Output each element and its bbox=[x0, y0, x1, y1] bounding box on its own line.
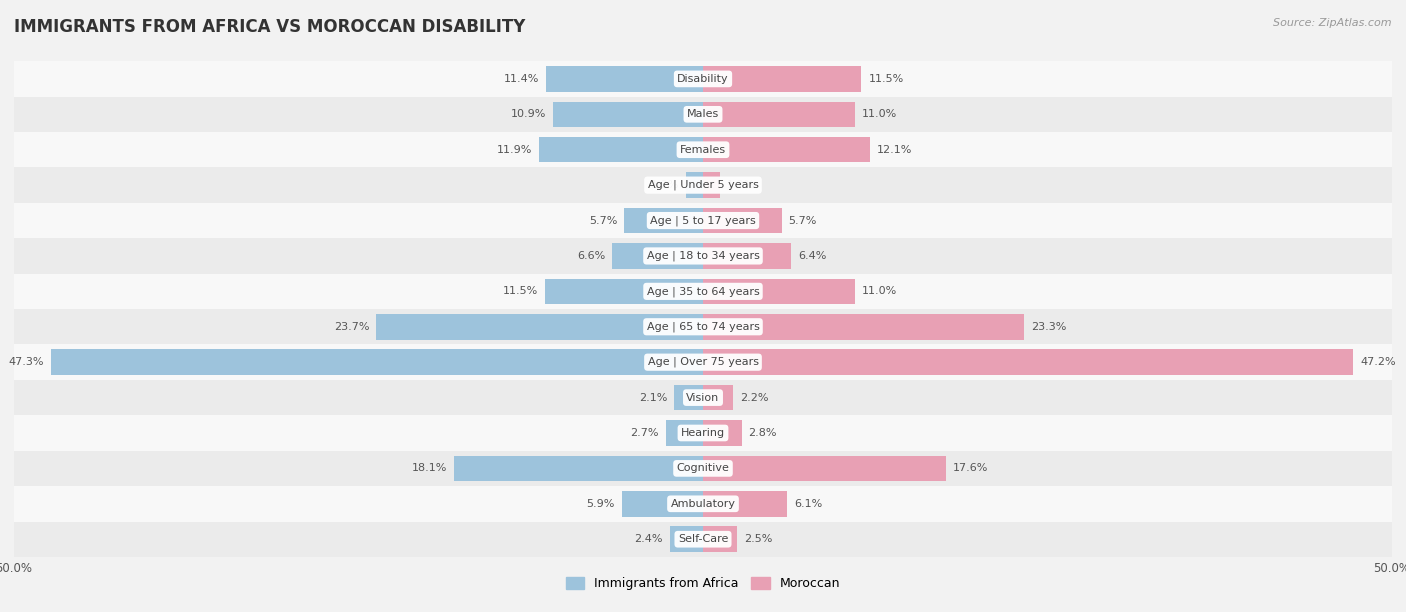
Text: 6.1%: 6.1% bbox=[794, 499, 823, 509]
Text: Age | 18 to 34 years: Age | 18 to 34 years bbox=[647, 251, 759, 261]
Bar bbox=[703, 66, 862, 92]
Text: 11.0%: 11.0% bbox=[862, 286, 897, 296]
Legend: Immigrants from Africa, Moroccan: Immigrants from Africa, Moroccan bbox=[561, 572, 845, 595]
Bar bbox=[703, 102, 855, 127]
Text: 11.0%: 11.0% bbox=[862, 110, 897, 119]
Bar bbox=[14, 380, 1392, 416]
Bar bbox=[51, 349, 703, 375]
Bar bbox=[14, 203, 1392, 238]
Text: 23.3%: 23.3% bbox=[1031, 322, 1066, 332]
Text: Age | 35 to 64 years: Age | 35 to 64 years bbox=[647, 286, 759, 297]
Text: 5.7%: 5.7% bbox=[589, 215, 617, 226]
Bar bbox=[703, 314, 1024, 340]
Bar bbox=[553, 102, 703, 127]
Text: 11.4%: 11.4% bbox=[503, 74, 538, 84]
Bar bbox=[14, 168, 1392, 203]
Bar bbox=[686, 173, 703, 198]
Bar bbox=[666, 420, 703, 446]
Bar bbox=[14, 416, 1392, 450]
Text: 5.7%: 5.7% bbox=[789, 215, 817, 226]
Bar bbox=[377, 314, 703, 340]
Text: 1.2%: 1.2% bbox=[651, 180, 679, 190]
Bar bbox=[14, 486, 1392, 521]
Text: Cognitive: Cognitive bbox=[676, 463, 730, 474]
Bar bbox=[703, 456, 945, 481]
Text: 6.4%: 6.4% bbox=[799, 251, 827, 261]
Text: Age | 5 to 17 years: Age | 5 to 17 years bbox=[650, 215, 756, 226]
Bar bbox=[544, 278, 703, 304]
Bar bbox=[703, 349, 1354, 375]
Bar bbox=[14, 309, 1392, 345]
Bar bbox=[538, 137, 703, 162]
Text: 5.9%: 5.9% bbox=[586, 499, 614, 509]
Bar bbox=[612, 243, 703, 269]
Text: Age | 65 to 74 years: Age | 65 to 74 years bbox=[647, 321, 759, 332]
Text: 1.2%: 1.2% bbox=[727, 180, 755, 190]
Text: 18.1%: 18.1% bbox=[412, 463, 447, 474]
Text: 11.5%: 11.5% bbox=[869, 74, 904, 84]
Bar bbox=[14, 274, 1392, 309]
Bar bbox=[621, 491, 703, 517]
Bar bbox=[14, 345, 1392, 380]
Text: Ambulatory: Ambulatory bbox=[671, 499, 735, 509]
Text: Age | Under 5 years: Age | Under 5 years bbox=[648, 180, 758, 190]
Text: 6.6%: 6.6% bbox=[576, 251, 605, 261]
Bar bbox=[703, 243, 792, 269]
Bar bbox=[669, 526, 703, 552]
Bar bbox=[14, 132, 1392, 168]
Text: 47.2%: 47.2% bbox=[1360, 357, 1396, 367]
Text: 11.9%: 11.9% bbox=[496, 144, 531, 155]
Text: 23.7%: 23.7% bbox=[335, 322, 370, 332]
Bar bbox=[673, 385, 703, 410]
Bar bbox=[703, 385, 734, 410]
Text: 12.1%: 12.1% bbox=[876, 144, 912, 155]
Bar bbox=[14, 450, 1392, 486]
Text: 11.5%: 11.5% bbox=[502, 286, 537, 296]
Bar bbox=[14, 521, 1392, 557]
Text: Females: Females bbox=[681, 144, 725, 155]
Text: Hearing: Hearing bbox=[681, 428, 725, 438]
Text: 2.2%: 2.2% bbox=[740, 392, 769, 403]
Text: 17.6%: 17.6% bbox=[952, 463, 988, 474]
Text: IMMIGRANTS FROM AFRICA VS MOROCCAN DISABILITY: IMMIGRANTS FROM AFRICA VS MOROCCAN DISAB… bbox=[14, 18, 526, 36]
Text: 2.5%: 2.5% bbox=[744, 534, 773, 544]
Bar bbox=[703, 173, 720, 198]
Bar bbox=[703, 420, 741, 446]
Bar bbox=[703, 137, 870, 162]
Bar bbox=[703, 526, 738, 552]
Text: 47.3%: 47.3% bbox=[8, 357, 45, 367]
Bar bbox=[546, 66, 703, 92]
Text: 2.1%: 2.1% bbox=[638, 392, 668, 403]
Bar bbox=[14, 97, 1392, 132]
Bar bbox=[454, 456, 703, 481]
Text: 2.8%: 2.8% bbox=[748, 428, 778, 438]
Text: Males: Males bbox=[688, 110, 718, 119]
Bar bbox=[703, 491, 787, 517]
Text: 2.4%: 2.4% bbox=[634, 534, 664, 544]
Bar bbox=[624, 208, 703, 233]
Text: Source: ZipAtlas.com: Source: ZipAtlas.com bbox=[1274, 18, 1392, 28]
Text: 10.9%: 10.9% bbox=[510, 110, 546, 119]
Text: 2.7%: 2.7% bbox=[630, 428, 659, 438]
Bar bbox=[703, 208, 782, 233]
Text: Vision: Vision bbox=[686, 392, 720, 403]
Bar bbox=[14, 238, 1392, 274]
Text: Disability: Disability bbox=[678, 74, 728, 84]
Bar bbox=[14, 61, 1392, 97]
Bar bbox=[703, 278, 855, 304]
Text: Self-Care: Self-Care bbox=[678, 534, 728, 544]
Text: Age | Over 75 years: Age | Over 75 years bbox=[648, 357, 758, 367]
